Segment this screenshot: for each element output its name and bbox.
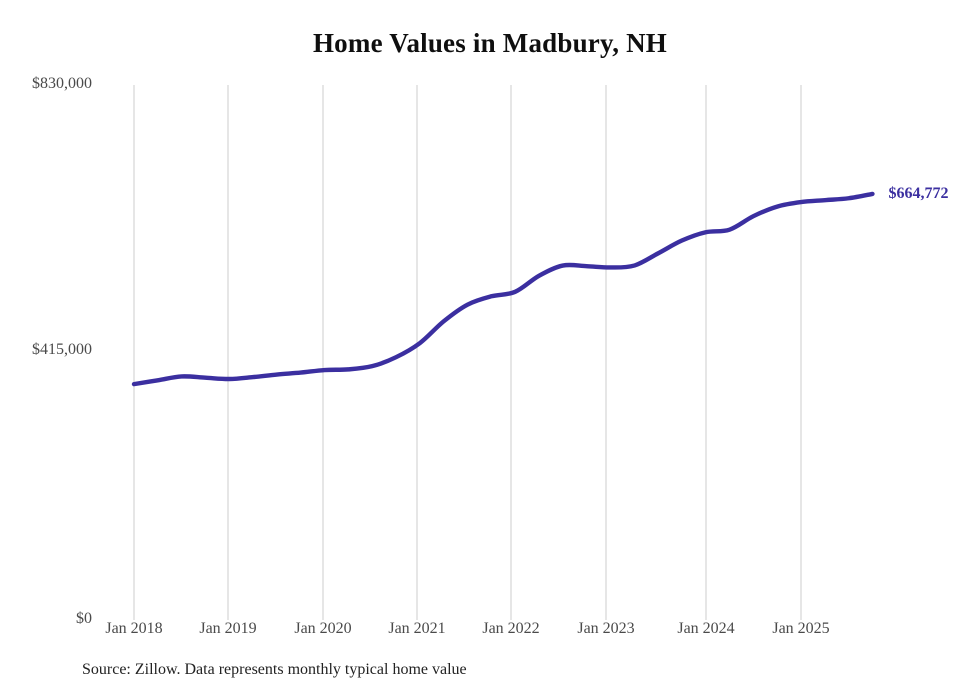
series-group	[131, 191, 875, 387]
y-axis-tick-mid: $415,000	[32, 341, 92, 358]
x-axis-tick-4: Jan 2022	[482, 620, 540, 637]
x-axis-tick-0: Jan 2018	[105, 620, 163, 637]
series-line-typical-home-value	[131, 191, 875, 387]
y-axis-tick-zero: $0	[76, 610, 92, 627]
x-axis-tick-1: Jan 2019	[199, 620, 257, 637]
x-axis-tick-5: Jan 2023	[577, 620, 635, 637]
y-axis-tick-max: $830,000	[32, 75, 92, 92]
end-value-annotation: $664,772	[888, 184, 949, 202]
x-axis-tick-6: Jan 2024	[677, 620, 735, 637]
x-axis-tick-7: Jan 2025	[772, 620, 830, 637]
gridlines-group	[133, 85, 802, 620]
chart-title: Home Values in Madbury, NH	[312, 28, 667, 58]
x-axis-tick-2: Jan 2020	[294, 620, 352, 637]
x-axis-tick-3: Jan 2021	[388, 620, 446, 637]
source-note: Source: Zillow. Data represents monthly …	[82, 661, 467, 678]
